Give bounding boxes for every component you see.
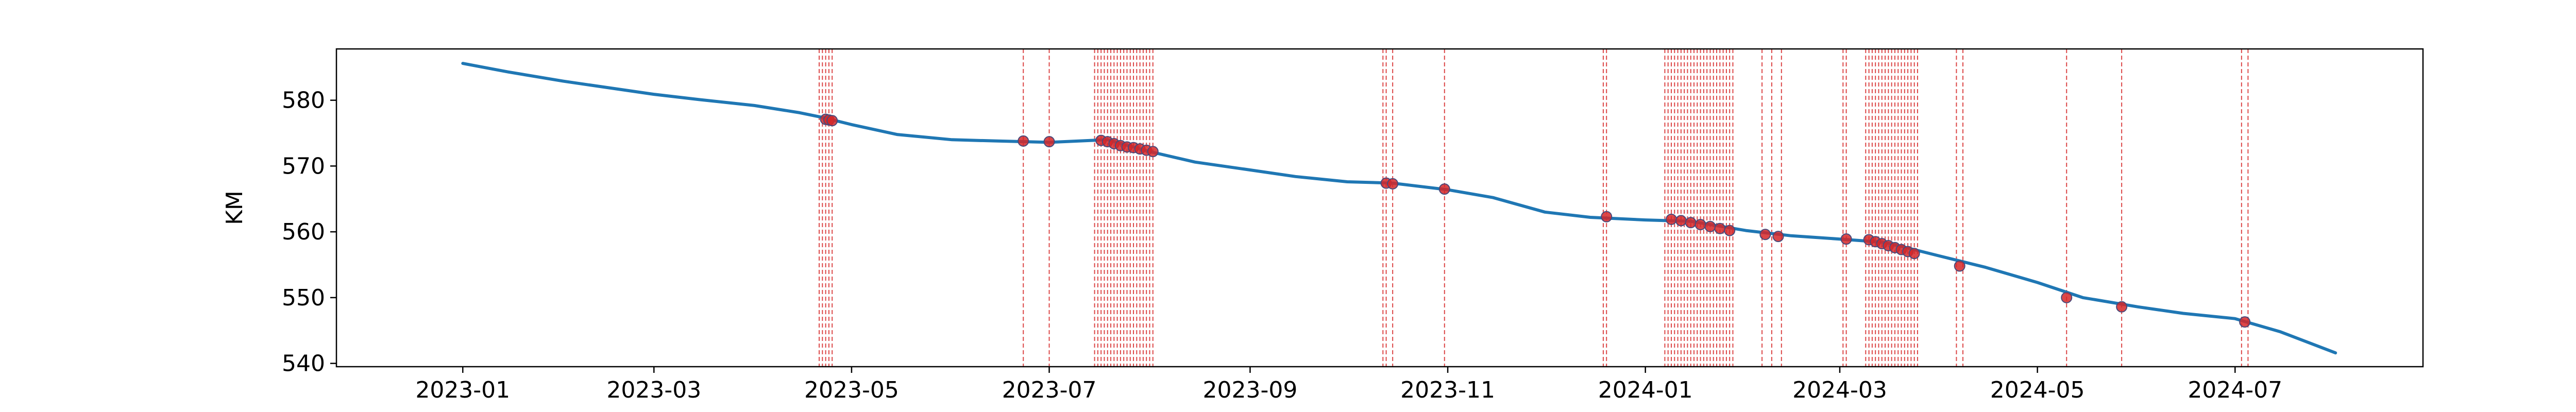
event-marker bbox=[1147, 146, 1159, 158]
x-tick-label: 2023-01 bbox=[415, 377, 510, 403]
y-axis: 540 550 560 570 580 bbox=[282, 88, 336, 377]
y-tick-label: 570 bbox=[282, 153, 325, 179]
event-marker bbox=[1685, 217, 1697, 229]
x-tick-label: 2024-05 bbox=[1990, 377, 2085, 403]
event-marker bbox=[1704, 220, 1716, 232]
event-marker bbox=[1954, 260, 1965, 272]
event-marker bbox=[1724, 225, 1736, 236]
y-tick-label: 550 bbox=[282, 285, 325, 311]
y-tick-label: 560 bbox=[282, 219, 325, 245]
x-axis: 2023-01 2023-03 2023-05 2023-07 2023-09 2023-… bbox=[415, 367, 2282, 403]
event-marker bbox=[1665, 213, 1677, 225]
event-marker bbox=[2239, 316, 2251, 328]
x-tick-label: 2023-03 bbox=[606, 377, 701, 403]
series-line-group bbox=[461, 62, 2337, 355]
event-marker bbox=[1714, 222, 1726, 234]
x-tick-label: 2023-09 bbox=[1203, 377, 1298, 403]
event-marker bbox=[1601, 211, 1613, 222]
x-tick-label: 2024-01 bbox=[1598, 377, 1693, 403]
event-marker bbox=[1387, 178, 1399, 190]
y-tick-label: 540 bbox=[282, 351, 325, 377]
event-marker bbox=[1908, 248, 1920, 260]
series-line bbox=[461, 62, 2337, 355]
event-marker bbox=[1043, 136, 1055, 148]
event-marker bbox=[826, 115, 838, 127]
x-tick-label: 2024-03 bbox=[1792, 377, 1887, 403]
event-lines bbox=[819, 49, 2249, 367]
event-marker bbox=[1438, 183, 1450, 195]
event-markers bbox=[820, 113, 2251, 328]
event-marker bbox=[1694, 219, 1706, 231]
y-axis-label: KM bbox=[222, 191, 248, 225]
y-tick-label: 580 bbox=[282, 88, 325, 114]
plot-frame bbox=[335, 48, 2424, 368]
x-tick-label: 2023-11 bbox=[1400, 377, 1495, 403]
event-marker bbox=[1675, 215, 1687, 227]
event-marker bbox=[1840, 233, 1852, 245]
event-marker bbox=[2116, 301, 2128, 313]
event-marker bbox=[1759, 229, 1771, 241]
event-marker bbox=[2061, 291, 2073, 303]
x-tick-label: 2023-07 bbox=[1002, 377, 1097, 403]
x-tick-label: 2023-05 bbox=[804, 377, 899, 403]
x-tick-label: 2024-07 bbox=[2188, 377, 2282, 403]
event-marker bbox=[1018, 135, 1029, 147]
event-marker bbox=[1772, 231, 1784, 243]
